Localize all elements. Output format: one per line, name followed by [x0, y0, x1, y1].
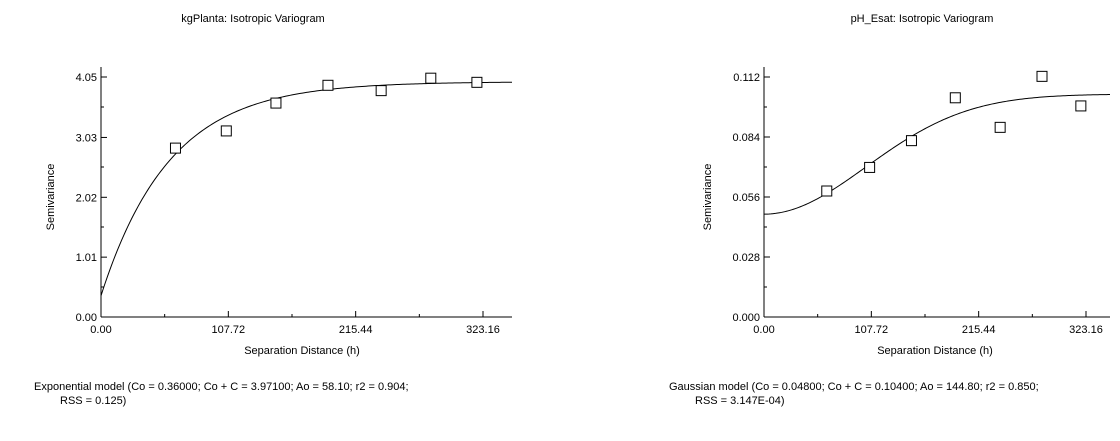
data-point	[270, 97, 282, 109]
model-caption-kgplanta: Exponential model (Co = 0.36000; Co + C …	[34, 380, 409, 408]
data-point	[220, 125, 232, 137]
x-tick-label: 323.16	[1069, 324, 1103, 336]
y-axis-label: Semivariance	[702, 164, 714, 231]
model-caption-line2: RSS = 0.125)	[60, 395, 127, 407]
y-tick-label: 0.000	[732, 312, 760, 324]
y-tick-label: 0.00	[76, 312, 97, 324]
x-tick-label: 0.00	[753, 324, 774, 336]
x-tick-label: 0.00	[90, 324, 111, 336]
y-tick-label: 0.056	[732, 192, 760, 204]
y-tick-label: 0.028	[732, 252, 760, 264]
y-tick-label: 0.112	[733, 72, 760, 84]
y-tick-label: 3.03	[76, 132, 97, 144]
model-caption-line2: RSS = 3.147E-04)	[695, 395, 785, 407]
variogram-panel-kgplanta: kgPlanta: Isotropic Variogram 0.00 107.72 2…	[34, 13, 513, 408]
model-caption-ph-esat: Gaussian model (Co = 0.04800; Co + C = 0…	[669, 380, 1039, 408]
x-axis-label: Separation Distance (h)	[877, 345, 993, 357]
data-point	[1075, 100, 1087, 112]
y-tick-label: 2.02	[76, 192, 97, 204]
data-point	[864, 161, 876, 173]
x-axis-label: Separation Distance (h)	[244, 345, 360, 357]
x-tick-label: 107.72	[212, 324, 246, 336]
model-caption-line1: Exponential model (Co = 0.36000; Co + C …	[34, 381, 409, 393]
y-tick-label: 1.01	[76, 252, 97, 264]
x-tick-label: 323.16	[466, 324, 500, 336]
variogram-panel-ph-esat: pH_Esat: Isotropic Variogram 0.00 107.72 21…	[560, 0, 1120, 441]
data-point	[949, 92, 961, 104]
data-point	[821, 185, 833, 197]
variogram-chart-kgplanta: kgPlanta: Isotropic Variogram 0.00 107.72 2…	[45, 13, 513, 357]
x-tick-label: 215.44	[339, 324, 373, 336]
data-point	[994, 121, 1006, 133]
data-point	[905, 135, 917, 147]
data-point	[425, 72, 437, 84]
data-point	[169, 142, 181, 154]
model-curve	[100, 81, 513, 296]
model-curve	[763, 94, 1111, 215]
y-tick-label: 4.05	[76, 72, 97, 84]
y-tick-label: 0.084	[732, 132, 760, 144]
data-point	[375, 85, 387, 97]
chart-title: pH_Esat: Isotropic Variogram	[851, 13, 994, 25]
variogram-chart-ph-esat: pH_Esat: Isotropic Variogram 0.00 107.72 21…	[702, 13, 1111, 357]
data-point	[471, 76, 483, 88]
y-axis-label: Semivariance	[45, 164, 57, 231]
x-tick-label: 215.44	[962, 324, 996, 336]
data-point	[1036, 70, 1048, 82]
x-tick-label: 107.72	[855, 324, 889, 336]
data-point	[322, 79, 334, 91]
model-caption-line1: Gaussian model (Co = 0.04800; Co + C = 0…	[669, 381, 1039, 393]
chart-title: kgPlanta: Isotropic Variogram	[181, 13, 324, 25]
